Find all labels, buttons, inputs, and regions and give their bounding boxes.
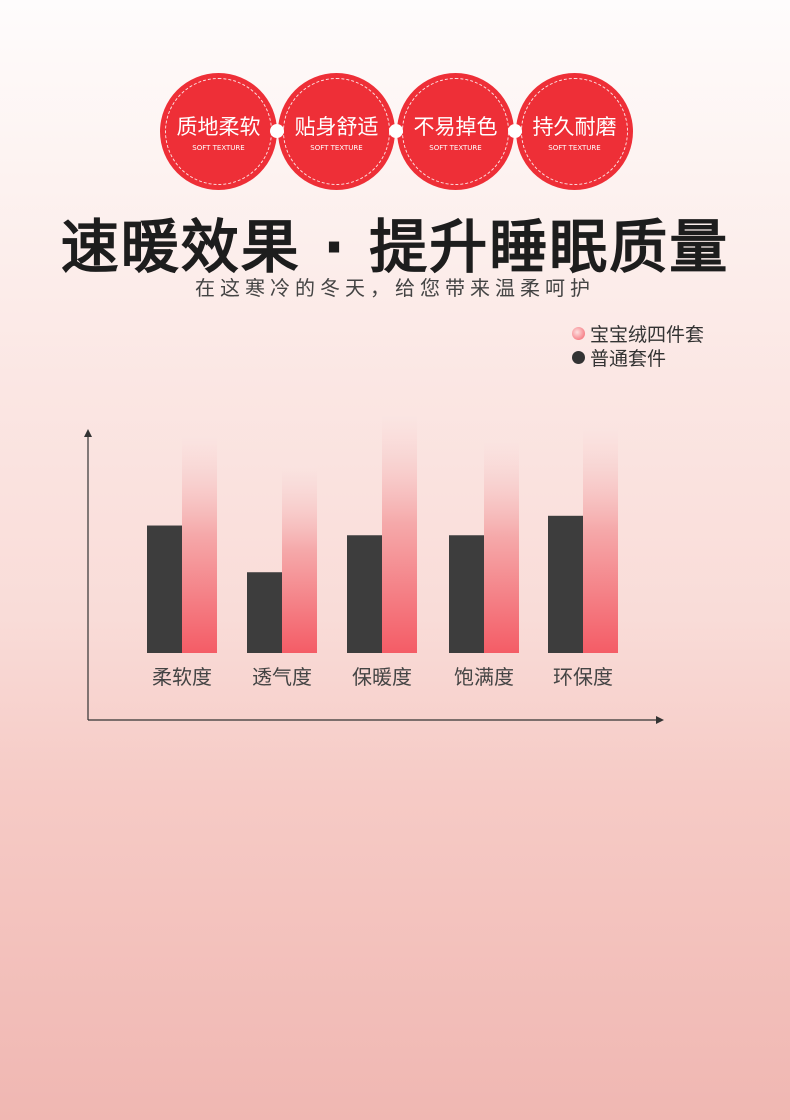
y-axis-arrow	[84, 429, 92, 437]
connector-dot	[389, 124, 403, 138]
badge: 质地柔软 SOFT TEXTURE	[160, 73, 277, 190]
badge: 持久耐磨 SOFT TEXTURE	[516, 73, 633, 190]
bar-2-standard	[347, 535, 382, 653]
x-tick-label: 保暖度	[352, 665, 412, 689]
x-tick-label: 柔软度	[152, 665, 212, 689]
bar-0-standard	[147, 525, 182, 653]
bar-3-standard	[449, 535, 484, 653]
x-tick-label: 环保度	[553, 665, 613, 689]
legend-item: 普通套件	[572, 345, 704, 370]
chart-legend: 宝宝绒四件套 普通套件	[572, 321, 705, 370]
connector-dot	[270, 124, 284, 138]
x-tick-label: 透气度	[252, 665, 312, 689]
bar-4-standard	[548, 515, 583, 653]
bar-3-baby-fleece	[484, 440, 519, 653]
legend-item: 宝宝绒四件套	[572, 321, 705, 346]
legend-swatch-pink	[572, 326, 585, 340]
bar-1-baby-fleece	[282, 465, 317, 653]
x-tick-label: 饱满度	[454, 665, 514, 689]
subheadline: 在这寒冷的冬天，给您带来温柔呵护	[195, 276, 595, 300]
headline: 速暖效果 · 提升睡眠质量	[60, 213, 730, 281]
bar-0-baby-fleece	[182, 436, 217, 653]
legend-swatch-dark	[572, 350, 585, 364]
connector-dot	[508, 124, 522, 138]
legend-label: 宝宝绒四件套	[590, 323, 705, 346]
bar-1-standard	[247, 572, 282, 653]
x-axis-arrow	[656, 716, 664, 724]
bar-4-baby-fleece	[583, 428, 618, 653]
feature-badges: 质地柔软 SOFT TEXTURE 贴身舒适 SOFT TEXTURE 不易掉色 SO…	[160, 73, 635, 191]
legend-label: 普通套件	[590, 347, 667, 370]
badge: 不易掉色 SOFT TEXTURE	[397, 73, 514, 190]
bar-2-baby-fleece	[382, 416, 417, 653]
